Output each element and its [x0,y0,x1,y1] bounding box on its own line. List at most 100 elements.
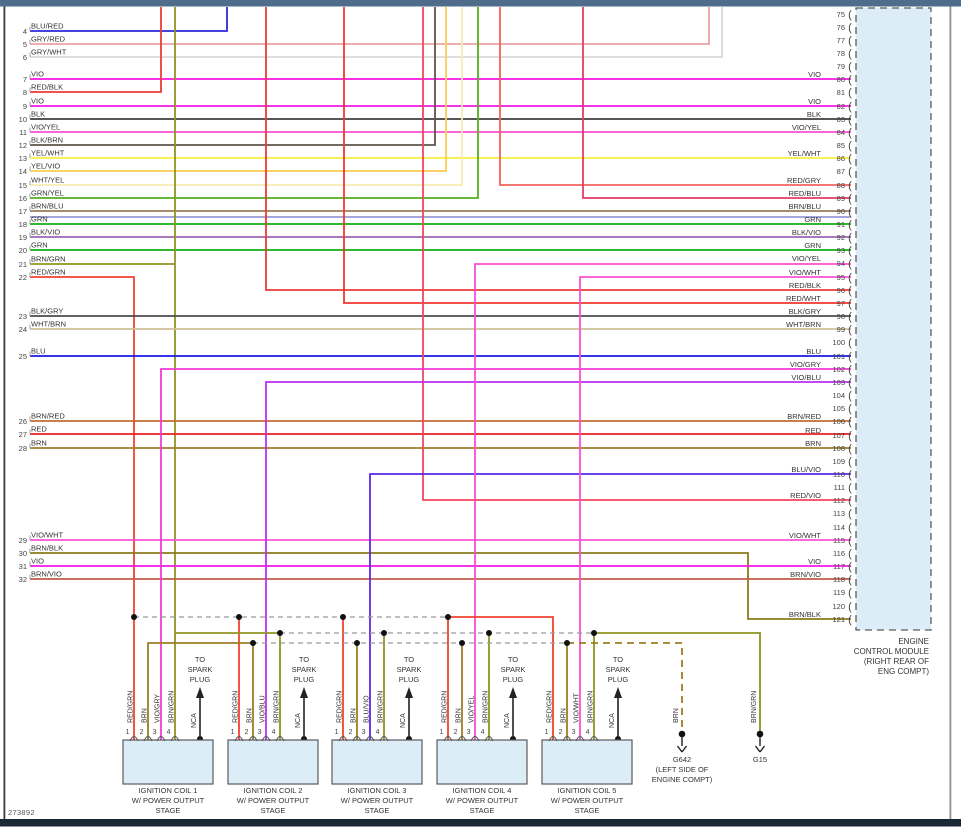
ecm-pin-number: 106 [832,417,845,426]
coil-pin-connector-arc [379,735,389,742]
ecm-pin-wire-label: RED [805,426,821,435]
ecm-pin-number: 108 [832,444,845,453]
ecm-pin-number: 97 [837,299,845,308]
ecm-pin-number: 77 [837,36,845,45]
wire-blu-red-pin4 [30,7,228,32]
nca-label: NCA [191,713,198,728]
left-pin-wire-label: BRN/RED [31,412,65,421]
ecm-pin-wire-label: BLK [807,110,821,119]
ecm-pin-number: 79 [837,62,845,71]
ignition-coil-label: STAGE [365,806,390,815]
ecm-pin-connector-arc: ( [848,482,852,494]
ignition-coil-label: IGNITION COIL 1 [139,786,198,795]
ecm-pin-number: 83 [837,115,845,124]
to-spark-plug-label: TO [613,655,623,664]
ecm-pin-connector-arc: ( [848,22,852,34]
ecm-pin-wire-label: BLK/VIO [792,228,821,237]
ignition-coil-label: W/ POWER OUTPUT [341,796,414,805]
left-pin-wire-label: VIO/WHT [31,531,63,540]
ecm-pin-wire-label: BLK/GRY [789,307,821,316]
junction-dot [354,640,360,646]
wire-red-grn-coil5 [448,616,554,740]
spark-plug-arrowhead [196,687,204,698]
ecm-pin-connector-arc: ( [848,272,852,284]
ecm-pin-wire-label: VIO/YEL [792,254,821,263]
coil-pin-connector-arc [338,735,348,742]
ecm-pin-number: 76 [837,23,845,32]
left-pin-wire-label: BLK/GRY [31,307,63,316]
ecm-pin-wire-label: BLU [806,347,821,356]
ignition-coil-label: STAGE [470,806,495,815]
coil-pin-number: 3 [467,729,471,736]
wire-blk-brn-pin12 [30,7,436,146]
spark-plug-arrowhead [509,687,517,698]
left-pin-wire-label: VIO [31,97,44,106]
ecm-pin-connector-arc: ( [848,443,852,455]
left-pin-wire-label: WHT/BRN [31,320,66,329]
ground-symbol [676,745,683,753]
left-pin-number: 17 [19,207,27,216]
ecm-pin-number: 80 [837,75,845,84]
coil-pin-connector-arc [443,735,453,742]
to-spark-plug-label: SPARK [292,665,317,674]
ground-symbol [759,745,766,753]
ecm-pin-wire-label: RED/BLK [789,281,821,290]
to-spark-plug-label: PLUG [608,675,629,684]
left-pin-wire-label: BRN/GRN [31,255,66,264]
ecm-pin-wire-label: VIO/WHT [789,268,821,277]
ecm-pin-connector-arc: ( [848,61,852,73]
coil-pin-wire-label: BRN [142,708,149,723]
junction-dot [250,640,256,646]
coil-pin-connector-arc [275,735,285,742]
left-pin-wire-label: BLK/VIO [31,228,60,237]
ecm-pin-wire-label: BLU/VIO [791,465,821,474]
ecm-pin-number: 89 [837,194,845,203]
to-spark-plug-label: TO [195,655,205,664]
ecm-pin-connector-arc: ( [848,232,852,244]
coil-pin-wire-label: BLU/VIO [364,695,371,723]
ecm-pin-connector-arc: ( [848,245,852,257]
left-pin-wire-label: VIO [31,70,44,79]
coil-pin-connector-arc [261,735,271,742]
spark-plug-arrowhead [300,687,308,698]
coil-pin-number: 4 [376,729,380,736]
ecm-pin-number: 88 [837,181,845,190]
to-spark-plug-label: TO [299,655,309,664]
coil-pin-number: 4 [272,729,276,736]
junction-dot [445,614,451,620]
coil-pin-connector-arc [562,735,572,742]
wire-red-gry-88 [499,7,851,186]
ignition-coil-label: IGNITION COIL 5 [558,786,617,795]
coil-pin-number: 1 [126,729,130,736]
wire-gry-wht-pin6 [30,7,723,58]
wire-grn-yel-pin16 [30,7,479,199]
coil-pin-connector-arc [248,735,258,742]
left-pin-wire-label: RED/GRN [31,268,66,277]
coil-pin-connector-arc [129,735,139,742]
ecm-pin-number: 116 [833,549,845,558]
to-spark-plug-label: SPARK [188,665,213,674]
ecm-pin-number: 86 [837,154,845,163]
ecm-pin-connector-arc: ( [848,522,852,534]
left-pin-number: 27 [19,430,27,439]
ecm-pin-connector-arc: ( [848,377,852,389]
ground-dot [678,730,686,738]
ecm-pin-connector-arc: ( [848,614,852,626]
left-pin-wire-label: BRN/BLU [31,202,64,211]
ecm-pin-wire-label: VIO [808,70,821,79]
to-spark-plug-label: SPARK [606,665,631,674]
left-pin-wire-label: GRN [31,215,48,224]
left-pin-wire-label: VIO [31,557,44,566]
left-pin-number: 22 [19,273,27,282]
ignition-coil-box [541,739,633,785]
coil-pin-number: 2 [349,729,353,736]
to-spark-plug-label: PLUG [503,675,524,684]
ecm-pin-wire-label: GRN [804,241,821,250]
coil-pin-wire-label: BRN/GRN [378,691,385,723]
coil-pin-connector-arc [170,735,180,742]
ecm-pin-number: 82 [837,102,845,111]
ecm-pin-number: 96 [837,286,845,295]
left-pin-wire-label: VIO/YEL [31,123,60,132]
junction-dot [236,614,242,620]
ecm-pin-number: 99 [837,325,845,334]
